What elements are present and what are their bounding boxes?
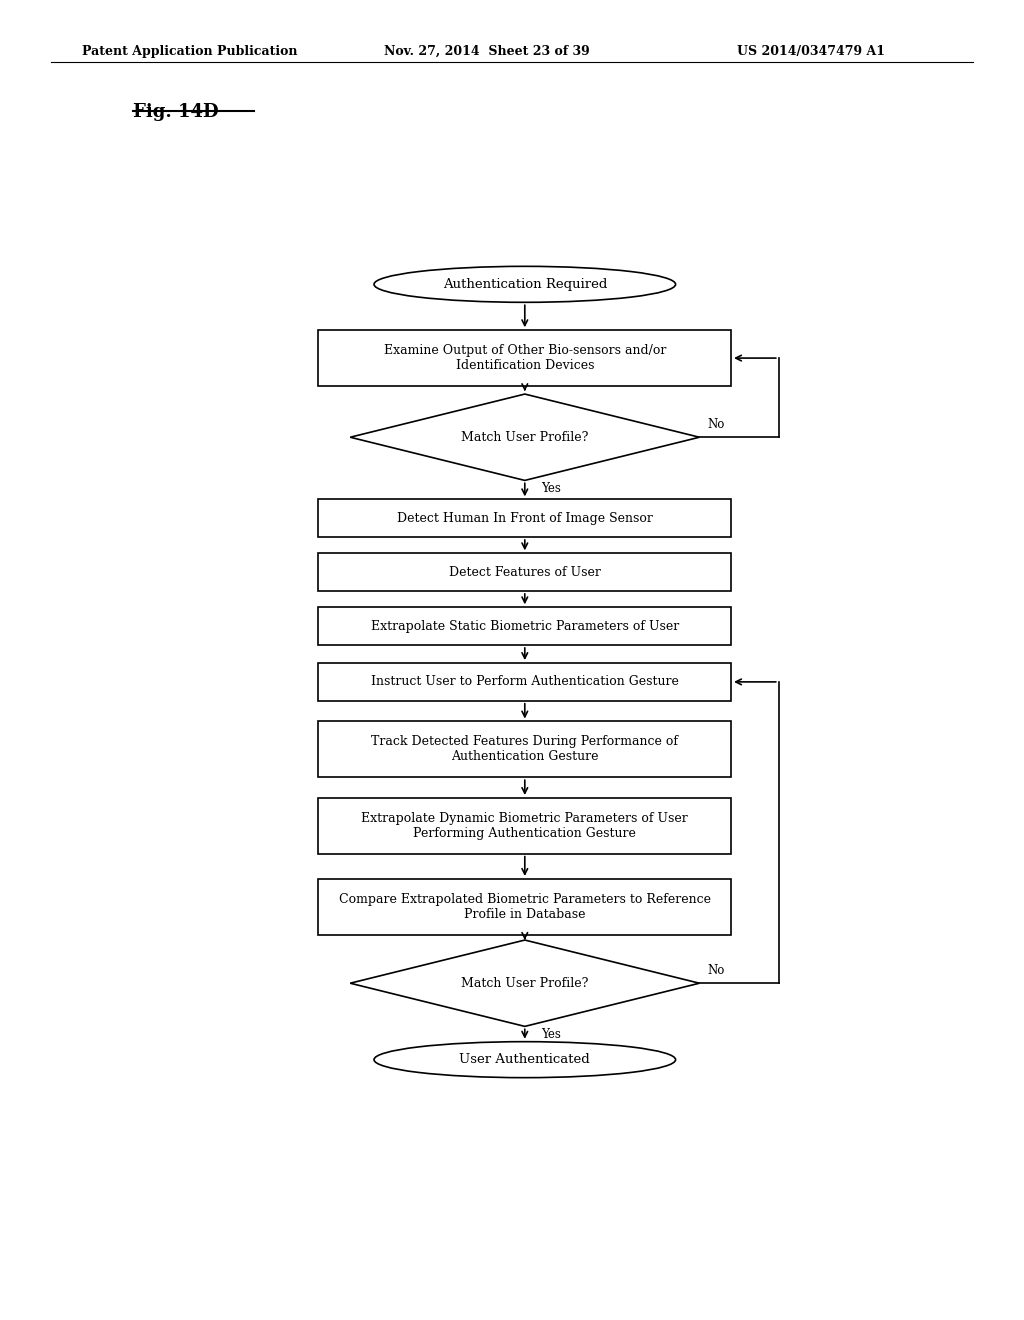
FancyBboxPatch shape [318,330,731,385]
Text: Detect Human In Front of Image Sensor: Detect Human In Front of Image Sensor [397,512,652,524]
FancyBboxPatch shape [318,499,731,537]
Text: Instruct User to Perform Authentication Gesture: Instruct User to Perform Authentication … [371,676,679,689]
Text: No: No [708,964,725,977]
FancyBboxPatch shape [318,722,731,777]
Text: Track Detected Features During Performance of
Authentication Gesture: Track Detected Features During Performan… [372,735,678,763]
FancyBboxPatch shape [318,797,731,854]
FancyBboxPatch shape [318,663,731,701]
Polygon shape [350,395,699,480]
Text: Compare Extrapolated Biometric Parameters to Reference
Profile in Database: Compare Extrapolated Biometric Parameter… [339,892,711,921]
Text: Patent Application Publication: Patent Application Publication [82,45,297,58]
Text: US 2014/0347479 A1: US 2014/0347479 A1 [737,45,886,58]
Text: Match User Profile?: Match User Profile? [461,430,589,444]
FancyBboxPatch shape [318,607,731,645]
Text: Extrapolate Static Biometric Parameters of User: Extrapolate Static Biometric Parameters … [371,619,679,632]
FancyBboxPatch shape [318,879,731,935]
Text: Authentication Required: Authentication Required [442,277,607,290]
Text: Fig. 14D: Fig. 14D [133,103,219,121]
FancyBboxPatch shape [318,553,731,591]
Polygon shape [350,940,699,1027]
Ellipse shape [374,1041,676,1077]
Text: Yes: Yes [541,482,560,495]
Ellipse shape [374,267,676,302]
Text: User Authenticated: User Authenticated [460,1053,590,1067]
Text: Yes: Yes [541,1028,560,1041]
Text: Nov. 27, 2014  Sheet 23 of 39: Nov. 27, 2014 Sheet 23 of 39 [384,45,590,58]
Text: Detect Features of User: Detect Features of User [449,566,601,578]
Text: Examine Output of Other Bio-sensors and/or
Identification Devices: Examine Output of Other Bio-sensors and/… [384,345,666,372]
Text: Match User Profile?: Match User Profile? [461,977,589,990]
Text: No: No [708,418,725,432]
Text: Extrapolate Dynamic Biometric Parameters of User
Performing Authentication Gestu: Extrapolate Dynamic Biometric Parameters… [361,812,688,840]
